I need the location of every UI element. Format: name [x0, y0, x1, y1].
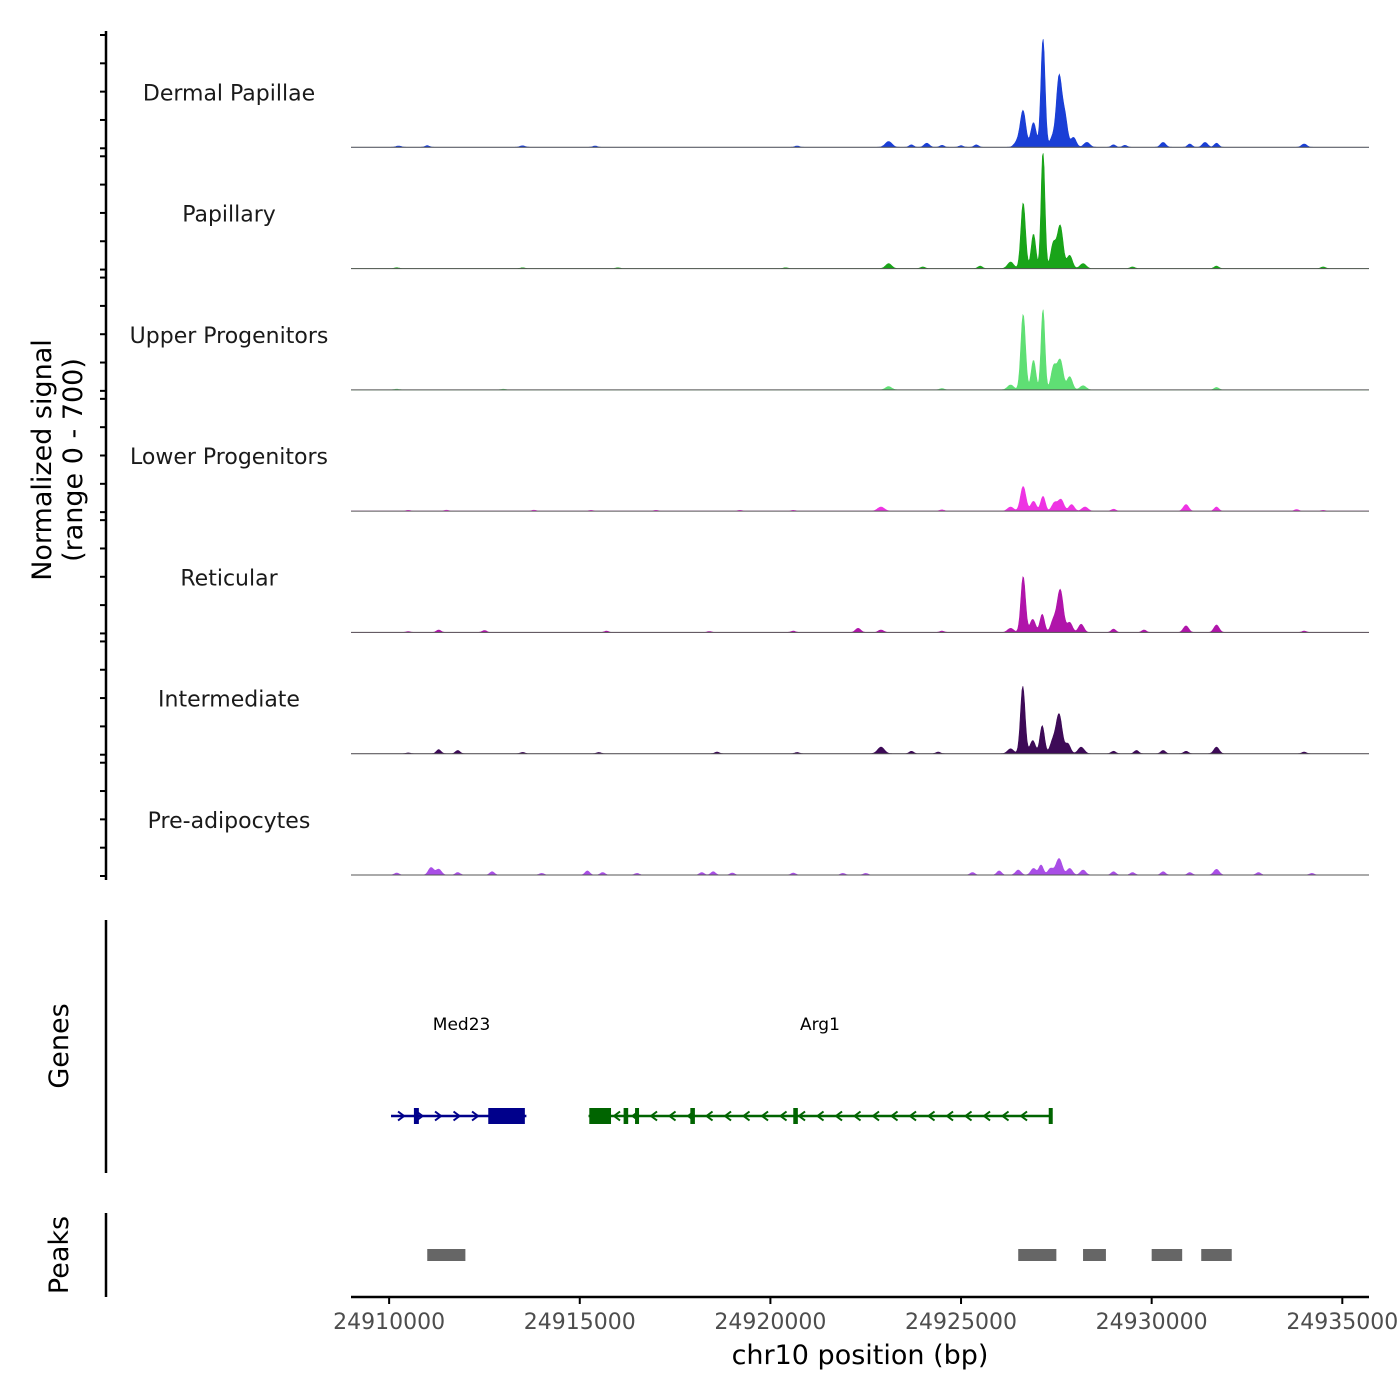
signal-area — [351, 486, 1369, 512]
gene-arg1: Arg1 — [588, 1015, 1053, 1124]
track-upper-progenitors: Upper Progenitors — [130, 309, 1369, 391]
track-reticular: Reticular — [180, 566, 1369, 633]
signal-area — [351, 858, 1369, 876]
gene-label: Arg1 — [800, 1015, 840, 1035]
strand-arrow — [1000, 1110, 1010, 1122]
x-tick-label: 24915000 — [524, 1310, 636, 1335]
track-label: Papillary — [182, 203, 276, 228]
strand-arrow — [926, 1110, 936, 1122]
gene-label: Med23 — [433, 1015, 491, 1035]
strand-arrow — [778, 1110, 788, 1122]
strand-arrow — [834, 1110, 843, 1122]
gene-exon — [690, 1108, 695, 1124]
track-label: Dermal Papillae — [143, 81, 315, 106]
x-axis-ticks: 24910000 24915000 24920000 24925000 24930000… — [333, 1297, 1398, 1335]
gene-med23: Med23 — [391, 1015, 527, 1124]
y-axis-title-line2: (range 0 - 700) — [58, 358, 89, 562]
strand-arrow — [434, 1110, 443, 1122]
strand-arrow — [797, 1110, 806, 1122]
x-tick-label: 24910000 — [333, 1310, 445, 1335]
gene-exon — [413, 1108, 419, 1124]
x-tick-label: 24925000 — [905, 1310, 1017, 1335]
peak-region — [1018, 1249, 1057, 1261]
strand-arrow — [649, 1110, 658, 1122]
x-tick-label: 24935000 — [1286, 1310, 1398, 1335]
track-intermediate: Intermediate — [158, 686, 1369, 755]
strand-arrow — [612, 1110, 621, 1122]
x-axis-title: chr10 position (bp) — [732, 1340, 989, 1371]
strand-arrow — [908, 1110, 917, 1122]
signal-area — [351, 153, 1369, 269]
y-axis-title-line1: Normalized signal — [27, 339, 58, 581]
track-label: Upper Progenitors — [130, 324, 329, 349]
x-tick-label: 24920000 — [714, 1310, 826, 1335]
track-lower-progenitors: Lower Progenitors — [130, 445, 1369, 512]
gene-exon — [488, 1108, 525, 1124]
strand-arrow — [741, 1110, 751, 1122]
gene-exon — [623, 1108, 629, 1124]
signal-area — [351, 576, 1369, 633]
strand-arrow — [871, 1110, 880, 1122]
track-label: Pre-adipocytes — [148, 809, 311, 834]
strand-arrow — [452, 1110, 462, 1122]
strand-arrow — [471, 1110, 480, 1122]
strand-arrow — [760, 1110, 769, 1122]
x-tick-label: 24930000 — [1096, 1310, 1208, 1335]
strand-arrow — [982, 1110, 991, 1122]
track-pre-adipocytes: Pre-adipocytes — [148, 809, 1369, 876]
gene-exon — [1048, 1108, 1053, 1124]
track-dermal-papillae: Dermal Papillae — [143, 39, 1369, 148]
gene-exon — [589, 1108, 612, 1124]
track-papillary: Papillary — [182, 153, 1369, 270]
strand-arrow — [852, 1110, 862, 1122]
strand-arrow — [945, 1110, 954, 1122]
gene-exon — [793, 1108, 798, 1124]
coverage-tracks: Dermal Papillae Papillary Upper Progenitor… — [130, 39, 1369, 876]
peak-region — [1083, 1249, 1106, 1261]
strand-arrow — [963, 1110, 973, 1122]
peak-track — [427, 1249, 1232, 1261]
track-label: Intermediate — [158, 688, 300, 713]
track-label: Reticular — [180, 566, 278, 591]
peak-region — [1201, 1249, 1232, 1261]
strand-arrow — [723, 1110, 732, 1122]
gene-track: Med23 Arg1 — [391, 1015, 1053, 1124]
signal-area — [351, 39, 1369, 148]
gene-exon — [635, 1108, 640, 1124]
peak-region — [427, 1249, 466, 1261]
strand-arrow — [397, 1110, 406, 1122]
strand-arrow — [889, 1110, 899, 1122]
signal-area — [351, 309, 1369, 391]
strand-arrow — [815, 1110, 825, 1122]
strand-arrow — [704, 1110, 714, 1122]
strand-arrow — [1019, 1110, 1028, 1122]
strand-arrow — [667, 1110, 677, 1122]
peaks-axis-title: Peaks — [44, 1216, 75, 1294]
genes-axis-title: Genes — [44, 1003, 75, 1088]
track-label: Lower Progenitors — [130, 445, 328, 470]
peak-region — [1151, 1249, 1183, 1261]
signal-area — [351, 686, 1369, 754]
